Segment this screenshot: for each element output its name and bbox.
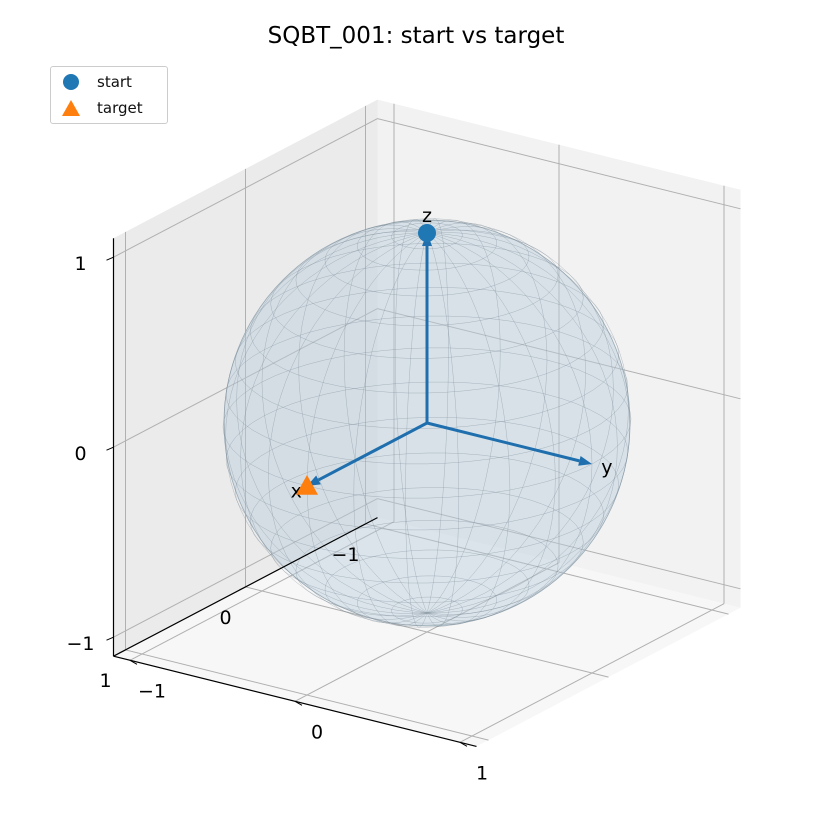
point-start [418,224,436,242]
sphere-wire [223,232,428,614]
sphere-wire [426,232,556,622]
grid-line [125,649,489,741]
legend-circle-marker [63,74,79,90]
sphere-wire [298,224,428,614]
grid-line [113,308,378,448]
x-tick-label: −1 [331,544,359,566]
y-tick-label: −1 [138,680,166,702]
axis-lines [106,238,477,747]
sphere-wire [426,226,586,614]
z-tick [106,636,114,641]
chart-title: SQBT_001: start vs target [268,23,565,49]
sphere-wire [426,222,548,614]
y-tick-label: 0 [311,721,323,743]
z-tick [106,256,114,261]
grid-line [113,118,378,258]
z-tick-label: 0 [74,443,86,465]
sphere-wire [426,232,618,615]
x-tick [119,649,126,654]
arrowhead-y [578,456,592,466]
arrow-x [317,421,428,482]
sphere-wire [353,232,428,627]
grid-line [377,118,741,210]
x-tick [239,586,246,591]
sphere-wire [240,232,428,617]
arrow-label-x: x [291,481,302,503]
arrow-label-y: y [601,457,612,479]
z-tick-label: 1 [74,253,86,275]
axis-arrows: x y z [291,205,613,503]
sphere-wire [405,232,428,628]
sphere-wire [394,219,428,614]
sphere-wire [426,232,629,614]
y-tick-label: 1 [476,762,488,784]
sphere-wire [268,232,428,620]
point-target [296,475,318,495]
tick-labels: −1 −1 −1 0 0 0 1 1 1 [66,253,488,784]
sphere-wire [426,218,449,614]
legend: start target [50,66,168,124]
y-tick [459,741,468,747]
grid-line [294,562,560,702]
sphere-wire [236,231,428,614]
legend-triangle-marker [62,100,80,116]
sphere-wire [426,232,460,627]
x-tick-label: 1 [99,670,111,692]
x-tick [359,523,366,528]
legend-label-start: start [97,73,132,91]
sphere-wire [426,232,631,614]
grid-lines [113,103,741,743]
arrow-y [426,421,580,463]
legend-label-target: target [97,99,143,117]
z-tick [106,446,114,451]
sphere-wire [261,228,428,614]
legend-item-start: start [61,72,132,92]
sphere-wire [426,219,501,614]
grid-line [459,603,725,743]
x-tick-label: 0 [219,607,231,629]
arrow-label-z: z [422,205,432,227]
data-points [296,224,436,495]
y-tick [294,700,303,706]
sphere-wire [225,232,428,614]
legend-item-target: target [61,98,143,118]
y-tick [129,659,138,665]
z-tick-label: −1 [66,633,94,655]
sphere-wire [426,229,614,614]
grid-line [377,308,741,400]
